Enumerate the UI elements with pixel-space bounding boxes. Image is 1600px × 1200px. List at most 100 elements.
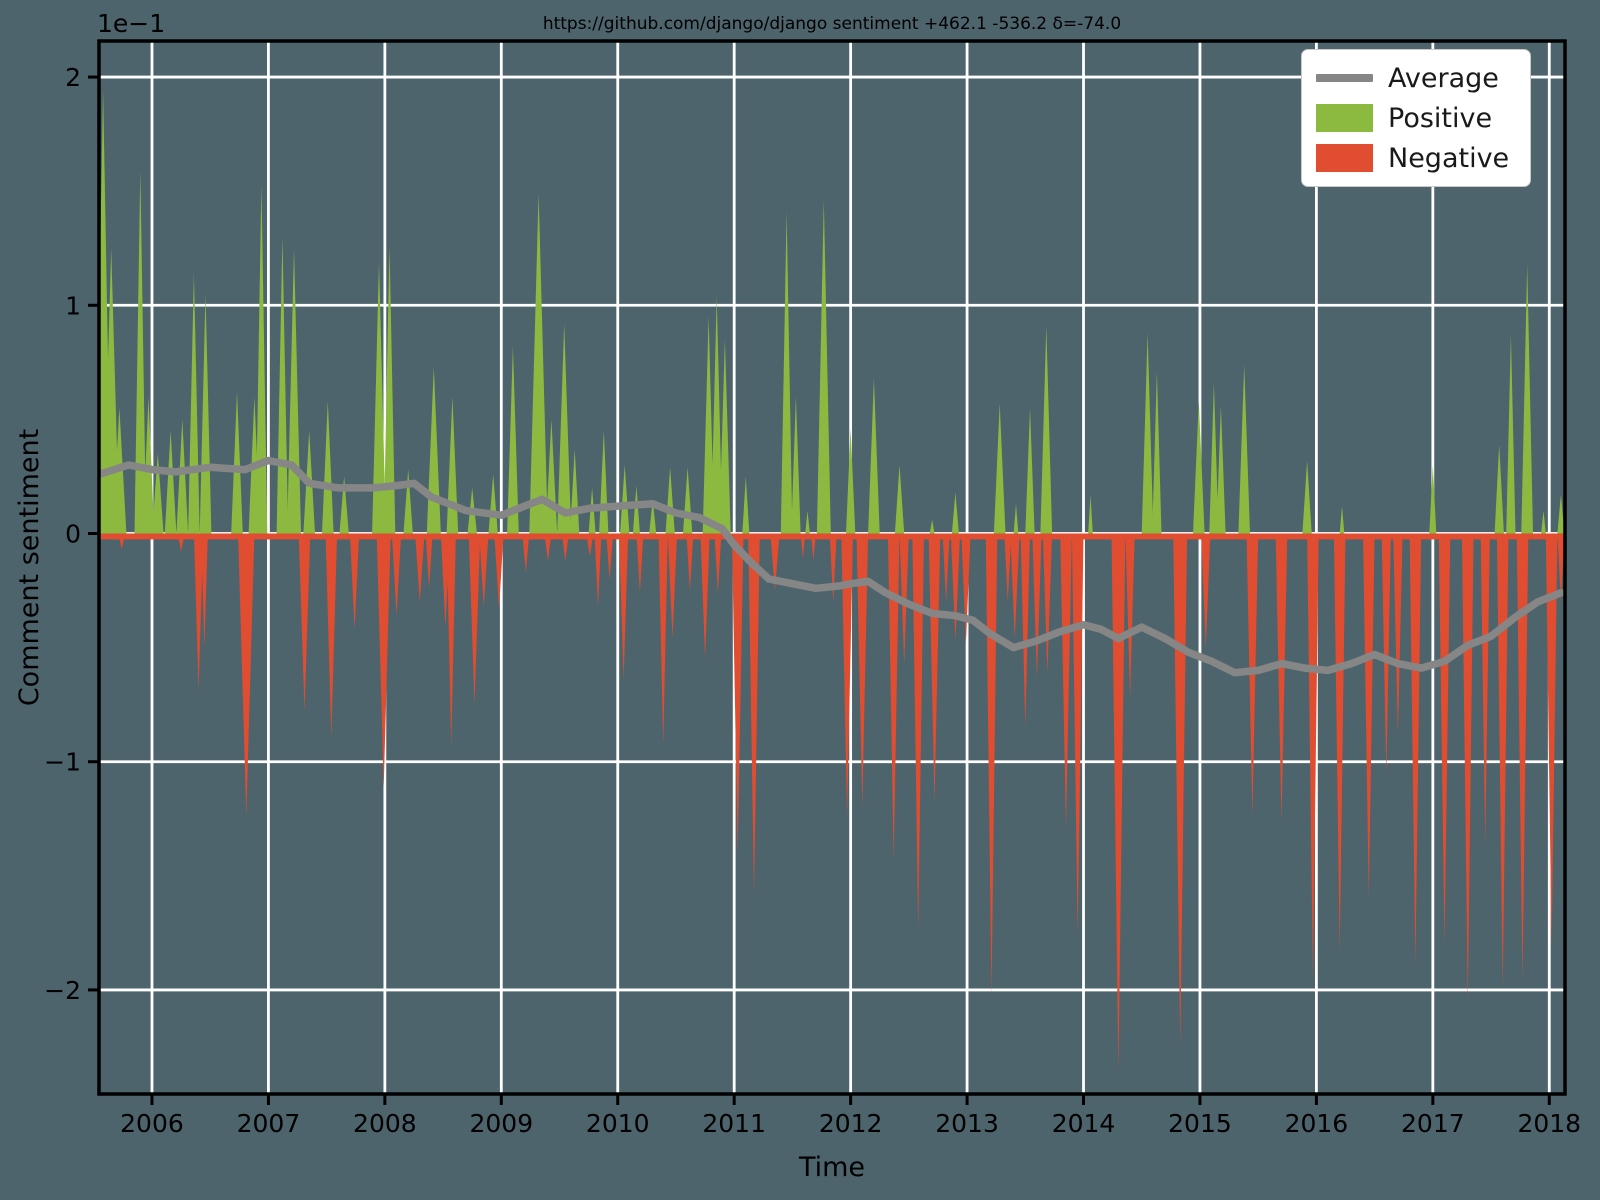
positive-spike (1209, 382, 1219, 534)
positive-spike (846, 428, 856, 534)
negative-spike (177, 533, 185, 552)
y-tick-label: −2 (44, 976, 81, 1005)
positive-spike (1557, 494, 1565, 534)
negative-spike (606, 533, 614, 580)
negative-spike (298, 533, 311, 712)
negative-spike (1060, 533, 1072, 828)
negative-spike (1032, 533, 1042, 678)
negative-spike (1409, 533, 1422, 965)
negative-spike (193, 533, 204, 691)
negative-spike (1042, 533, 1053, 673)
negative-spike (425, 533, 433, 589)
positive-spike (164, 430, 177, 534)
positive-spike (1152, 371, 1162, 534)
positive-spike (791, 396, 801, 534)
positive-spike (142, 396, 155, 534)
positive-spike (287, 248, 301, 534)
negative-spike (1246, 533, 1259, 817)
plot-data (99, 90, 1565, 1073)
negative-spike (586, 533, 594, 557)
positive-spike (1238, 364, 1250, 534)
negative-spike (667, 533, 678, 639)
positive-patch-swatch (1316, 104, 1373, 132)
x-tick-label: 2007 (237, 1109, 301, 1138)
positive-spike (993, 403, 1006, 534)
average-line (99, 456, 1565, 677)
positive-spike (403, 469, 413, 534)
y-tick-label: 0 (65, 519, 81, 548)
positive-spike (1506, 334, 1516, 534)
positive-spike (719, 339, 731, 534)
negative-spike (594, 533, 602, 607)
negative-spike (446, 533, 456, 746)
x-tick-label: 2016 (1285, 1109, 1349, 1138)
negative-spike (928, 533, 941, 803)
positive-spike (507, 346, 519, 534)
negative-spike (961, 533, 971, 643)
positive-spike (176, 419, 189, 534)
positive-spike (488, 474, 498, 534)
negative-area (99, 533, 1565, 1073)
negative-spike (1545, 533, 1558, 947)
positive-spike (339, 476, 349, 534)
positive-spike (276, 236, 289, 534)
negative-spike (1111, 533, 1126, 1073)
positive-spike (1494, 444, 1504, 534)
positive-spike (255, 184, 268, 534)
x-tick-labels: 2006 2007 2008 2009 2010 2011 2012 2013 2014 2015… (120, 1109, 1581, 1138)
positive-spike (545, 419, 558, 534)
positive-spike (620, 465, 630, 534)
negative-spike (748, 533, 760, 895)
negative-spike (829, 533, 837, 602)
positive-spike (710, 296, 723, 534)
positive-spike (383, 245, 396, 534)
negative-spike (1381, 533, 1391, 776)
y-tick-label: 2 (65, 63, 81, 92)
positive-spike (1040, 325, 1053, 534)
positive-spike (103, 248, 120, 534)
x-tick-label: 2018 (1517, 1109, 1581, 1138)
positive-spike (152, 453, 164, 534)
negative-spike (731, 533, 744, 853)
legend: Average Positive Negative (1301, 49, 1531, 187)
x-tick-label: 2009 (469, 1109, 533, 1138)
negative-spike (522, 533, 530, 573)
negative-spike (1480, 533, 1490, 844)
negative-spike (770, 533, 780, 591)
positive-spike (1025, 408, 1035, 534)
negative-spike (887, 533, 900, 860)
positive-spike (702, 316, 715, 534)
negative-spike (391, 533, 402, 616)
positive-spike (816, 200, 831, 534)
positive-spike (1193, 401, 1205, 534)
y-tick-label: −1 (44, 748, 81, 777)
positive-spike (599, 430, 609, 534)
negative-spike (1393, 533, 1403, 735)
positive-spike (199, 293, 212, 534)
legend-label-positive: Positive (1388, 102, 1493, 134)
negative-spike (118, 533, 126, 550)
negative-spike (561, 533, 569, 561)
negative-spike (1201, 533, 1211, 648)
positive-spike (1216, 405, 1226, 534)
positive-spike (1013, 503, 1019, 534)
positive-spike (1141, 332, 1154, 534)
positive-spike (1339, 506, 1345, 534)
negative-spike (658, 533, 668, 746)
negative-spike (1438, 533, 1451, 945)
negative-spike (1010, 533, 1020, 639)
positive-spike (1541, 510, 1546, 534)
negative-spike (376, 533, 391, 787)
negative-spike (1275, 533, 1288, 822)
tick-marks (88, 75, 1551, 1105)
negative-spike (841, 533, 853, 817)
negative-spike (618, 533, 629, 680)
positive-spike (372, 261, 386, 534)
positive-spike (231, 392, 243, 534)
positive-spike (805, 510, 810, 534)
negative-spike (468, 533, 481, 705)
x-tick-label: 2006 (120, 1109, 184, 1138)
negative-spike (1516, 533, 1529, 981)
